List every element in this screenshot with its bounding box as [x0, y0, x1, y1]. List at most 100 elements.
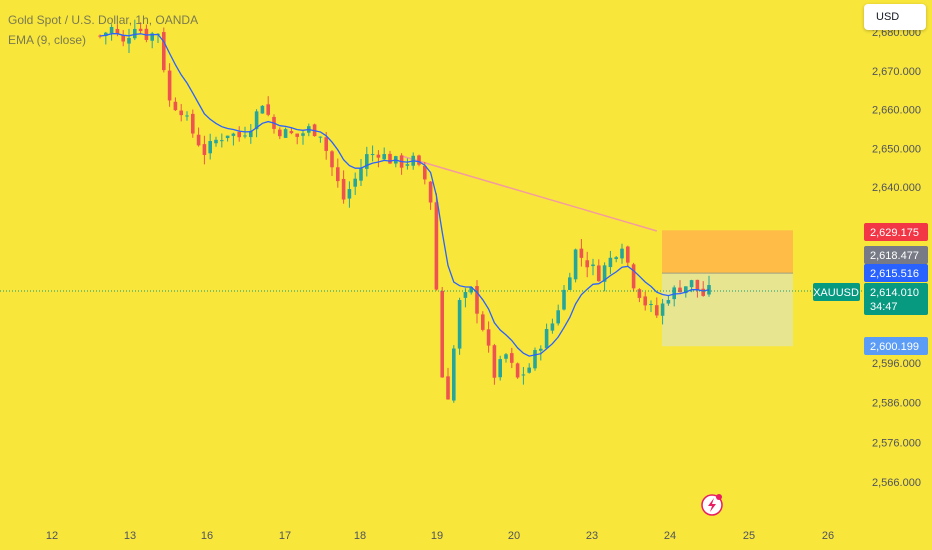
candle-body: [585, 260, 589, 268]
candle-body: [649, 303, 653, 305]
candle-body: [527, 367, 531, 373]
candle-body: [179, 110, 183, 116]
position-tool[interactable]: [662, 230, 793, 347]
candle-body: [498, 359, 502, 378]
candle-body: [655, 305, 659, 316]
price-tick-label: 2,596.000: [872, 358, 921, 370]
trendline[interactable]: [401, 155, 658, 232]
candle-body: [225, 135, 230, 139]
candle-body: [434, 202, 439, 290]
candle-body: [550, 323, 555, 331]
candle-body: [556, 310, 560, 324]
candle-body: [376, 154, 381, 158]
candle-body: [492, 345, 497, 378]
candle-body: [202, 144, 207, 155]
candle-body: [249, 130, 253, 138]
candle-body: [324, 137, 328, 151]
time-tick-label: 19: [431, 530, 443, 542]
candle-body: [365, 154, 369, 169]
candle-body: [428, 181, 433, 203]
time-tick-label: 23: [586, 530, 598, 542]
price-tick-label: 2,680.000: [872, 27, 921, 39]
chart-legend: Gold Spot / U.S. Dollar, 1h, OANDA EMA (…: [8, 10, 198, 50]
indicator-label[interactable]: EMA (9, close): [8, 33, 87, 47]
candle-body: [173, 101, 178, 111]
price-tag-bg: [864, 246, 928, 264]
candle-body: [388, 153, 392, 164]
time-tick-label: 17: [279, 530, 291, 542]
symbol-tag-bg: [813, 283, 860, 301]
time-axis[interactable]: 12 13 16 17 18 19 20 23 24 25 26: [46, 530, 834, 542]
price-tag-bg: [864, 337, 928, 355]
trendline-path: [401, 155, 658, 232]
symbol-title[interactable]: Gold Spot / U.S. Dollar, 1h, OANDA: [8, 13, 199, 27]
candle-body: [510, 353, 514, 363]
target-zone: [662, 230, 793, 274]
candle-body: [521, 374, 526, 376]
time-tick-label: 18: [354, 530, 366, 542]
candle-body: [446, 376, 450, 400]
countdown-label: 34:47: [870, 301, 898, 313]
candle-body: [196, 134, 201, 146]
candle-body: [591, 264, 595, 267]
candle-body: [701, 288, 705, 296]
currency-button[interactable]: USD: [864, 4, 926, 30]
candle-body: [231, 133, 236, 136]
candle-body: [486, 329, 491, 346]
price-tag-label: 2,618.477: [870, 250, 919, 262]
candle-body: [660, 303, 665, 316]
candle-body: [260, 105, 265, 114]
candle-body: [672, 287, 676, 300]
time-tick-label: 20: [508, 530, 520, 542]
candle-body: [185, 115, 189, 117]
candle-body: [138, 28, 143, 32]
price-axis[interactable]: 2,680.000 2,670.000 2,660.000 2,650.000 2,64…: [872, 27, 921, 489]
candle-body: [341, 178, 346, 200]
candle-body: [539, 348, 543, 351]
candle-body: [597, 265, 601, 282]
candle-body: [301, 133, 305, 136]
candle-body: [573, 249, 578, 280]
candle-body: [562, 289, 566, 310]
candle-body: [191, 113, 195, 134]
candle-body: [602, 265, 607, 282]
candle-body: [626, 246, 630, 263]
candle-body: [104, 32, 108, 36]
candle-body: [463, 292, 468, 298]
candle-body: [568, 277, 572, 290]
candle-body: [330, 151, 334, 168]
lightning-icon[interactable]: [701, 494, 723, 516]
candle-body: [689, 280, 694, 288]
candle-body: [544, 328, 549, 349]
time-tick-label: 12: [46, 530, 58, 542]
price-tick-label: 2,660.000: [872, 105, 921, 117]
candle-body: [678, 287, 682, 293]
candle-body: [515, 363, 520, 378]
price-tick-label: 2,586.000: [872, 398, 921, 410]
candle-body: [220, 140, 224, 142]
price-tag-label: 2,629.175: [870, 227, 919, 239]
price-tick-label: 2,640.000: [872, 182, 921, 194]
candle-body: [98, 35, 102, 37]
time-tick-label: 16: [201, 530, 213, 542]
price-tags: 2,629.175 2,618.477 2,615.516 2,600.199 2,61…: [813, 223, 928, 355]
time-tick-label: 24: [664, 530, 676, 542]
candle-body: [336, 167, 340, 182]
candle-body: [452, 348, 456, 401]
candle-body: [359, 168, 363, 181]
candle-body: [133, 28, 137, 39]
candle-body: [440, 290, 444, 378]
time-tick-label: 25: [743, 530, 755, 542]
price-tag-bg: [864, 223, 928, 241]
candle-body: [289, 131, 294, 134]
candle-body: [278, 129, 282, 137]
candle-body: [684, 286, 688, 294]
candle-body: [121, 35, 125, 42]
candle-body: [631, 264, 636, 289]
candle-body: [115, 28, 120, 34]
price-tick-label: 2,566.000: [872, 477, 921, 489]
price-tag-bg: [864, 264, 928, 282]
ema-path: [99, 33, 710, 357]
symbol-tag-label: XAUUSD: [813, 287, 859, 299]
